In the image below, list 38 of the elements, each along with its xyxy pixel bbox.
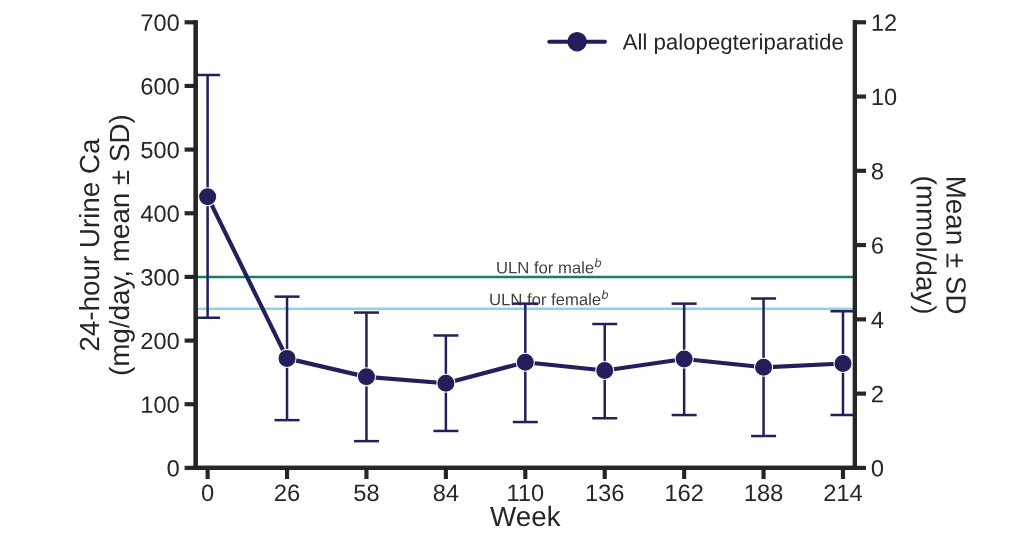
y2-tick-label: 4 — [871, 311, 884, 328]
x-tick-label: 162 — [666, 484, 703, 502]
point — [277, 348, 297, 368]
y2-tick-label: 8 — [871, 162, 883, 180]
x-tick-label: 26 — [275, 484, 300, 502]
y-tick-label: 400 — [140, 205, 179, 223]
y-tick-label: 300 — [141, 268, 179, 286]
y-tick-label: 200 — [141, 332, 179, 350]
x-tick-label: 110 — [508, 484, 544, 502]
x-tick-label: 188 — [745, 484, 783, 502]
y-tick-label: 600 — [141, 78, 179, 95]
x-tick-label: 214 — [824, 484, 862, 501]
y-axis-title: 24-hour Urine Ca (mg/day, mean ± SD) — [78, 115, 135, 375]
point — [595, 360, 615, 381]
y2-axis-title: Mean ± SD (mmol/day) — [910, 177, 966, 314]
point — [515, 352, 535, 372]
point — [833, 353, 853, 374]
y-tick-label: 700 — [141, 14, 179, 32]
x-tick-label: 136 — [586, 484, 624, 502]
y-tick-label: 500 — [141, 141, 179, 159]
legend-label: All palopegteriparatide — [622, 33, 843, 55]
x-axis-title: Week — [490, 505, 561, 527]
point — [754, 357, 774, 377]
y-tick-label: 0 — [167, 459, 179, 477]
y2-tick-label: 6 — [872, 237, 883, 254]
y2-tick-label: 0 — [871, 459, 884, 477]
y2-tick-label: 2 — [872, 385, 883, 403]
y2-tick-label: 10 — [872, 88, 897, 106]
ref-line-label: ULN for male$^{b}$ — [497, 258, 602, 274]
point — [356, 367, 376, 387]
point — [674, 349, 694, 369]
x-tick-label: 84 — [433, 484, 459, 502]
point — [436, 373, 456, 393]
y-tick-label: 100 — [142, 396, 179, 414]
y2-tick-label: 12 — [872, 14, 896, 31]
point — [198, 187, 218, 207]
x-tick-label: 58 — [354, 484, 379, 502]
x-tick-label: 0 — [201, 484, 214, 502]
